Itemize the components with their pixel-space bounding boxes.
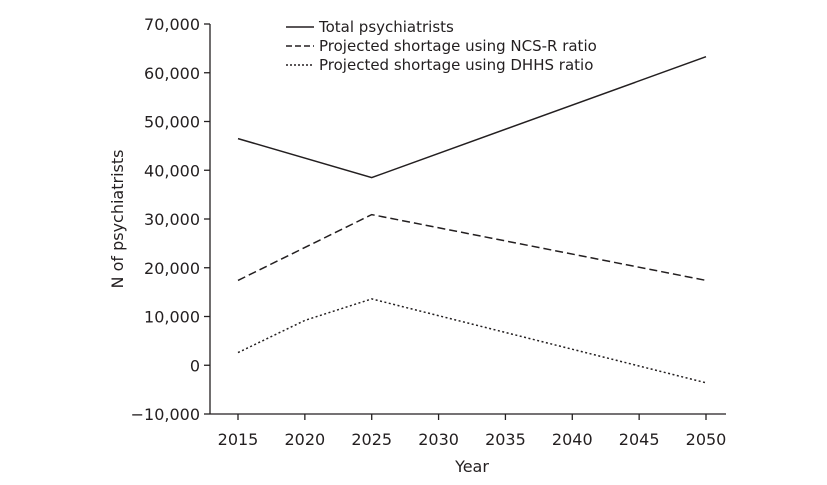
- x-tick-label: 2015: [218, 430, 259, 449]
- series-line-2: [237, 213, 707, 282]
- y-tick-label: −10,000: [131, 405, 200, 424]
- y-tick-label: 50,000: [144, 113, 200, 132]
- y-tick-label: 0: [190, 356, 200, 375]
- x-tick-label: 2035: [485, 430, 526, 449]
- y-tick-label: 30,000: [144, 210, 200, 229]
- series-line-3: [237, 298, 707, 384]
- y-tick-label: 20,000: [144, 259, 200, 278]
- y-tick-label: 70,000: [144, 15, 200, 34]
- plot-series-group: [237, 55, 707, 384]
- x-tick-label: 2040: [552, 430, 593, 449]
- y-ticks-group: −10,000 0 10,000 20,000 30,000 40,000 50,000 60…: [131, 15, 210, 424]
- x-tick-label: 2025: [351, 430, 392, 449]
- y-tick-label: 10,000: [144, 308, 200, 327]
- y-tick-label: 40,000: [144, 161, 200, 180]
- x-tick-label: 2045: [619, 430, 660, 449]
- y-tick-label: 60,000: [144, 64, 200, 83]
- x-tick-label: 2020: [284, 430, 325, 449]
- legend-label-1: Total psychiatrists: [318, 18, 454, 36]
- legend-label-2: Projected shortage using NCS-R ratio: [319, 37, 597, 55]
- y-axis-title: N of psychiatrists: [108, 150, 127, 289]
- series-line-1: [237, 55, 707, 179]
- x-tick-label: 2030: [418, 430, 459, 449]
- legend-label-3: Projected shortage using DHHS ratio: [319, 56, 593, 74]
- x-tick-label: 2050: [686, 430, 727, 449]
- x-axis-title: Year: [454, 457, 489, 476]
- x-ticks-group: 2015 2020 2025 2030 2035 2040 2045 2050: [218, 414, 727, 449]
- axes-group: −10,000 0 10,000 20,000 30,000 40,000 50,000 60…: [131, 15, 727, 449]
